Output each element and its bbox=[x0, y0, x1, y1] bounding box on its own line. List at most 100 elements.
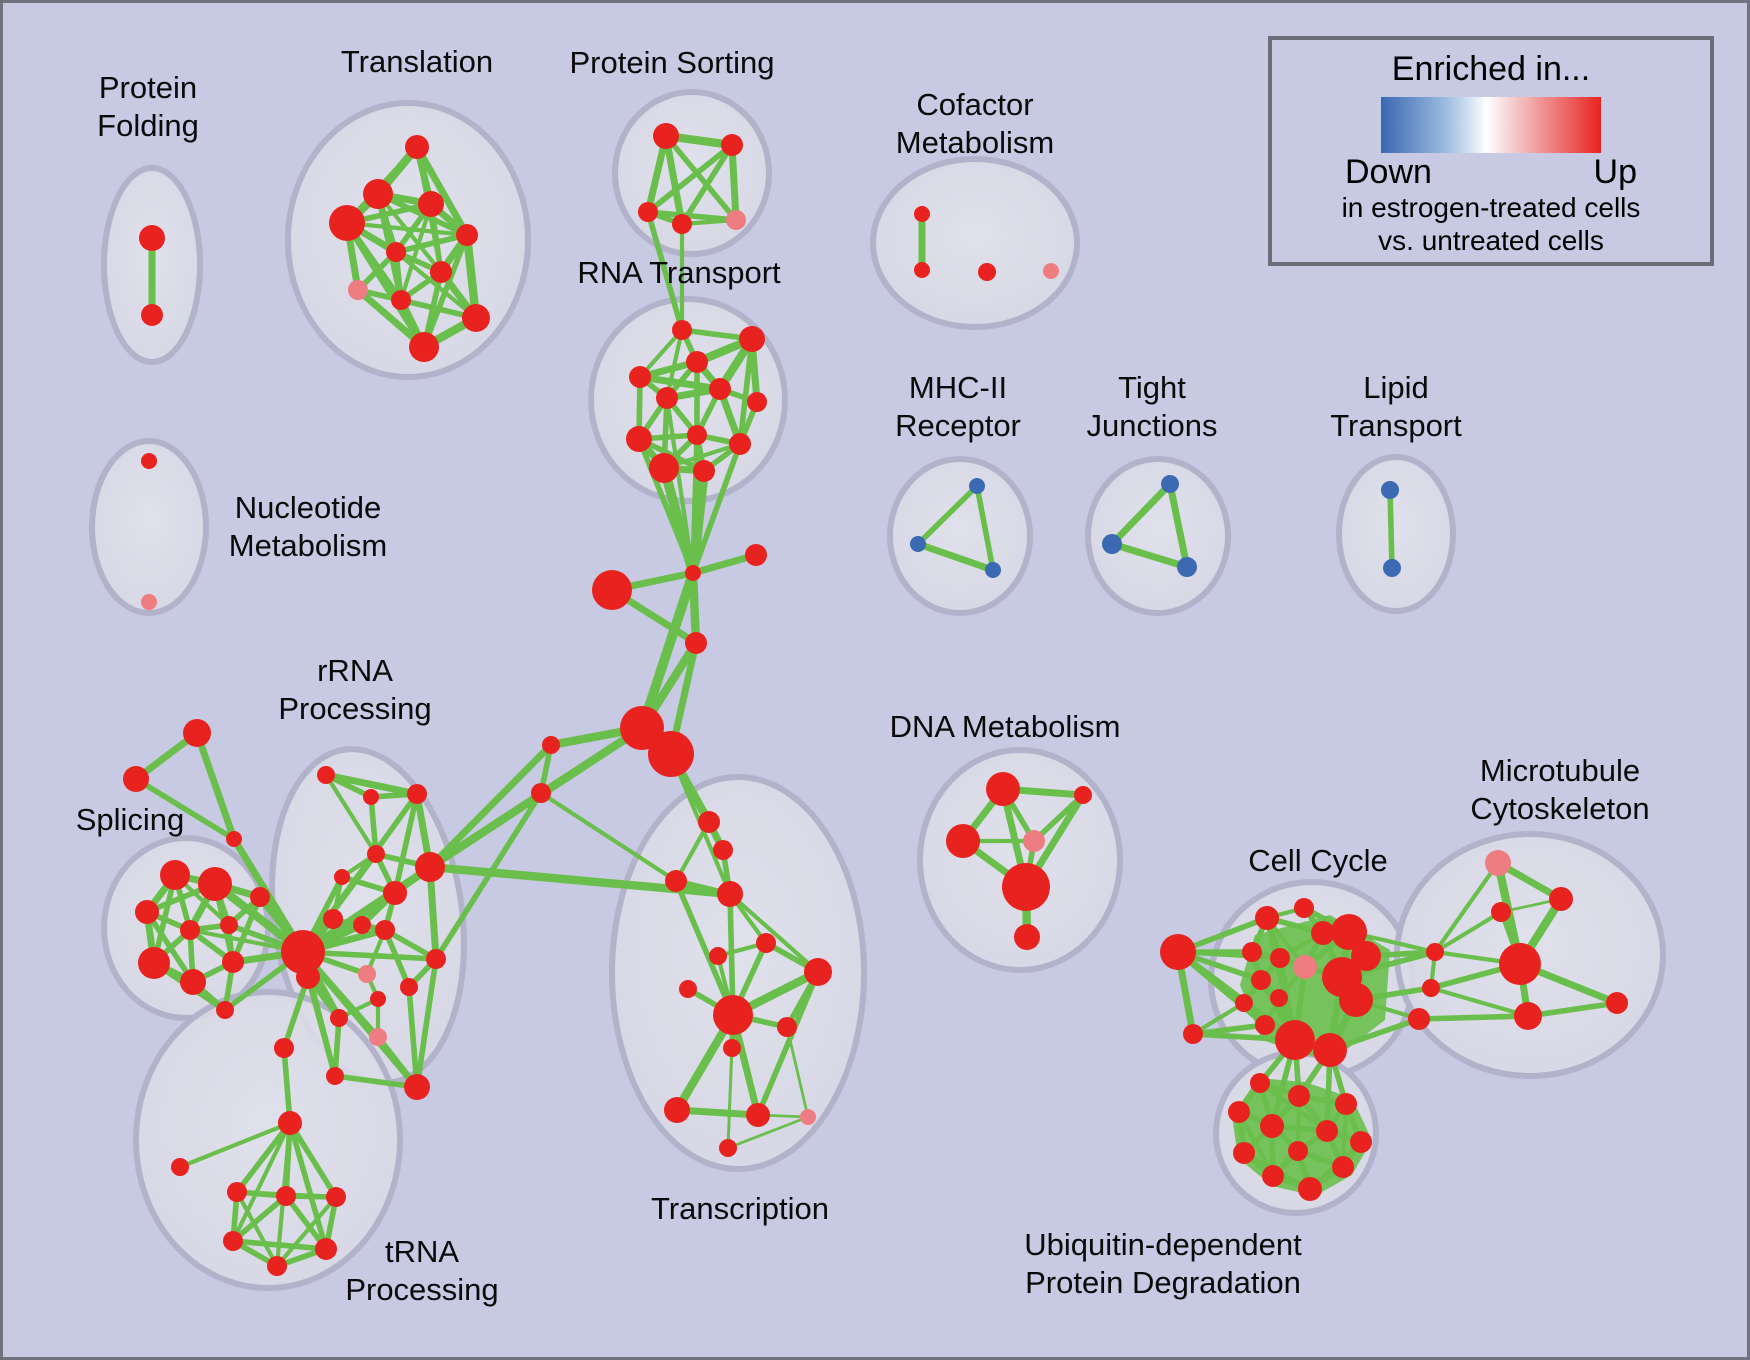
edge bbox=[1428, 985, 1531, 1019]
node-cc14 bbox=[1351, 941, 1381, 971]
edge bbox=[1416, 1013, 1531, 1022]
node-cc5 bbox=[1311, 921, 1335, 945]
node-tj1 bbox=[1161, 475, 1179, 493]
node-mt2 bbox=[1549, 887, 1573, 911]
node-cn1 bbox=[685, 565, 701, 581]
node-sp1 bbox=[160, 860, 190, 890]
edge bbox=[234, 1189, 280, 1269]
node-cc13 bbox=[1270, 989, 1288, 1007]
node-ub11 bbox=[1262, 1165, 1284, 1187]
cluster-trna-processing-label: tRNA Processing bbox=[345, 1234, 498, 1307]
node-tl3 bbox=[418, 191, 444, 217]
edge bbox=[679, 142, 735, 227]
node-tn3 bbox=[276, 1186, 296, 1206]
edge bbox=[645, 209, 739, 223]
node-rr6 bbox=[383, 881, 407, 905]
node-cc3 bbox=[1255, 906, 1279, 930]
legend-title: Enriched in... bbox=[1391, 50, 1591, 88]
edge bbox=[1387, 487, 1395, 571]
node-tc10 bbox=[723, 1039, 741, 1057]
edge bbox=[1525, 1000, 1620, 1019]
edge bbox=[785, 1025, 810, 1119]
edge bbox=[281, 974, 311, 1051]
edge bbox=[414, 956, 439, 1090]
node-mt5 bbox=[1514, 1002, 1542, 1030]
node-dm1 bbox=[986, 772, 1020, 806]
edge bbox=[344, 220, 470, 238]
node-tn4 bbox=[326, 1187, 346, 1207]
node-rr7 bbox=[415, 852, 445, 882]
node-rr1 bbox=[317, 766, 335, 784]
node-ub9 bbox=[1288, 1141, 1308, 1161]
node-tl5 bbox=[456, 224, 478, 246]
legend-subtitle-line1: in estrogen-treated cells bbox=[1341, 191, 1641, 223]
node-ub7 bbox=[1350, 1131, 1372, 1153]
node-ub1 bbox=[1250, 1073, 1270, 1093]
node-cc15 bbox=[1339, 983, 1373, 1017]
edge bbox=[426, 741, 555, 871]
node-tn0 bbox=[278, 1111, 302, 1135]
node-mt1 bbox=[1485, 850, 1511, 876]
node-tc6 bbox=[709, 947, 727, 965]
edge bbox=[645, 209, 685, 333]
node-tc2 bbox=[713, 840, 733, 860]
node-tc11 bbox=[664, 1097, 690, 1123]
node-tc4 bbox=[717, 881, 743, 907]
edge bbox=[538, 790, 679, 884]
edge bbox=[673, 1106, 762, 1119]
node-tl4 bbox=[329, 205, 365, 241]
node-rt8 bbox=[626, 426, 652, 452]
legend-subtitle-line2: vs. untreated cells bbox=[1378, 224, 1604, 256]
cluster-cofactor-metabolism-label: Cofactor Metabolism bbox=[896, 87, 1055, 160]
node-pf1 bbox=[139, 225, 165, 251]
node-mh1 bbox=[969, 478, 985, 494]
node-mh2 bbox=[910, 536, 926, 552]
edge bbox=[177, 1120, 293, 1170]
node-cch2 bbox=[1313, 1033, 1347, 1067]
node-tr1 bbox=[183, 719, 211, 747]
node-ps3 bbox=[638, 202, 658, 222]
node-rt2 bbox=[739, 326, 765, 352]
node-nm1 bbox=[141, 453, 157, 469]
edge bbox=[368, 794, 379, 857]
node-mj2 bbox=[1422, 979, 1440, 997]
node-cn6 bbox=[648, 731, 694, 777]
edge bbox=[392, 791, 420, 896]
node-ub10 bbox=[1332, 1156, 1354, 1178]
node-rr3 bbox=[407, 784, 427, 804]
node-cc2 bbox=[1183, 1024, 1203, 1044]
node-ub8 bbox=[1233, 1142, 1255, 1164]
cluster-translation-label: Translation bbox=[341, 44, 493, 79]
node-tn2 bbox=[227, 1182, 247, 1202]
edge bbox=[974, 483, 996, 573]
node-dm2 bbox=[1074, 786, 1092, 804]
node-cc16 bbox=[1255, 1015, 1275, 1035]
node-ps2 bbox=[721, 134, 743, 156]
cluster-splicing-label: Splicing bbox=[76, 802, 185, 837]
node-rr15 bbox=[370, 991, 386, 1007]
cluster-protein-sorting-ellipse bbox=[612, 89, 772, 257]
node-tn7 bbox=[267, 1256, 287, 1276]
edge bbox=[1432, 909, 1504, 955]
node-tn5 bbox=[223, 1231, 243, 1251]
legend-gradient-bar bbox=[1381, 97, 1601, 153]
edge bbox=[637, 568, 698, 733]
node-mh3 bbox=[985, 562, 1001, 578]
node-cn4 bbox=[685, 632, 707, 654]
edge bbox=[673, 819, 712, 884]
edge bbox=[690, 441, 743, 576]
edge bbox=[636, 373, 724, 393]
node-tc5 bbox=[756, 933, 776, 953]
cluster-mhc-ii-receptor-label: MHC-II Receptor bbox=[895, 370, 1021, 443]
edge bbox=[230, 1238, 329, 1252]
node-tc3 bbox=[665, 870, 687, 892]
node-rt4 bbox=[629, 366, 651, 388]
edge bbox=[281, 1045, 293, 1126]
node-cn7 bbox=[542, 736, 560, 754]
node-cc7 bbox=[1242, 942, 1262, 962]
node-rr11 bbox=[426, 949, 446, 969]
node-tl1 bbox=[405, 135, 429, 159]
node-lp1 bbox=[1381, 481, 1399, 499]
node-ub12 bbox=[1298, 1177, 1322, 1201]
